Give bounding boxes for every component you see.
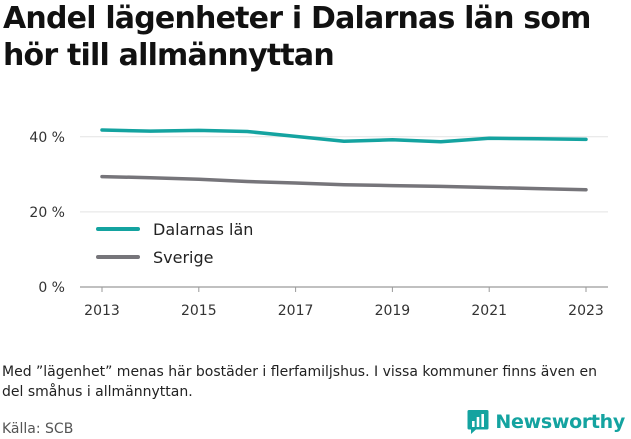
legend: Dalarnas län Sverige (96, 220, 253, 267)
x-tick-label: 2013 (84, 303, 120, 319)
brand-name: Newsworthy (495, 411, 625, 433)
y-tick-label: 0 % (38, 280, 65, 296)
series-lines (100, 128, 588, 192)
source-label: Källa: SCB (2, 421, 74, 437)
x-tick-label: 2023 (568, 303, 604, 319)
chart-title: Andel lägenheter i Dalarnas län som hör … (3, 1, 591, 73)
legend-label: Sverige (153, 248, 214, 267)
brand-logo[interactable]: Newsworthy (467, 409, 625, 435)
y-tick-label: 20 % (29, 205, 65, 221)
y-axis-ticks: 0 % 20 % 40 % (29, 130, 65, 296)
series-line-1 (100, 174, 588, 192)
legend-label: Dalarnas län (153, 220, 253, 239)
x-axis-ticks: 2013 2015 2017 2019 2021 2023 (84, 287, 604, 319)
newsworthy-logo-icon (467, 410, 489, 434)
y-tick-label: 40 % (29, 130, 65, 146)
series-line-0 (100, 128, 588, 144)
x-tick-label: 2019 (375, 303, 411, 319)
x-tick-label: 2021 (471, 303, 507, 319)
x-tick-label: 2015 (181, 303, 217, 319)
chart-note: Med ”lägenhet” menas här bostäder i fler… (2, 364, 597, 400)
gridlines (80, 136, 608, 288)
x-tick-label: 2017 (278, 303, 314, 319)
line-chart: 0 % 20 % 40 % 2013 2015 2017 2019 2021 2023 Dal… (29, 128, 608, 319)
